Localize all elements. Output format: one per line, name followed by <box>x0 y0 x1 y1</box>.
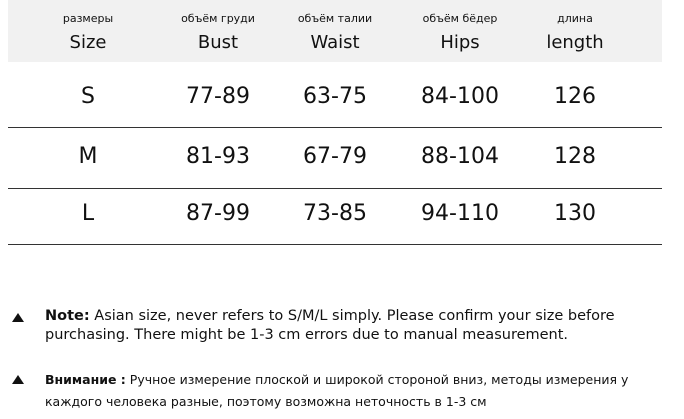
header-en: Hips <box>440 32 480 53</box>
row-divider <box>8 127 662 128</box>
table-cell: M <box>78 144 98 169</box>
warning-triangle <box>12 375 24 384</box>
note-en: Note: Asian size, never refers to S/M/L … <box>45 307 680 345</box>
table-cell: S <box>81 84 95 109</box>
table-cell: 87-99 <box>186 201 250 226</box>
table-cell: 126 <box>554 84 596 109</box>
header-band <box>8 0 662 62</box>
header-en: length <box>546 32 604 53</box>
table-cell: 94-110 <box>421 201 499 226</box>
table-cell: 84-100 <box>421 84 499 109</box>
row-divider <box>8 188 662 189</box>
header-ru: объём талии <box>297 12 373 25</box>
table-cell: 63-75 <box>303 84 367 109</box>
note-label: Note: <box>45 308 90 324</box>
table-cell: 67-79 <box>303 144 367 169</box>
table-cell: 88-104 <box>421 144 499 169</box>
header-ru: длина <box>557 12 593 25</box>
note-ru: Внимание : Ручное измерение плоской и ши… <box>45 369 675 413</box>
table-cell: 128 <box>554 144 596 169</box>
header-en: Size <box>69 32 107 53</box>
table-cell: 73-85 <box>303 201 367 226</box>
row-divider <box>8 244 662 245</box>
table-cell: L <box>81 201 95 226</box>
header-en: Waist <box>310 32 360 53</box>
table-cell: 77-89 <box>186 84 250 109</box>
header-ru: размеры <box>62 12 114 25</box>
header-ru: объём бёдер <box>422 12 498 25</box>
note-label: Внимание : <box>45 372 126 387</box>
header-ru: объём груди <box>181 12 255 25</box>
table-cell: 81-93 <box>186 144 250 169</box>
header-en: Bust <box>197 32 239 53</box>
warning-triangle <box>12 313 24 322</box>
table-cell: 130 <box>554 201 596 226</box>
note-text: Ручное измерение плоской и широкой сторо… <box>45 372 629 409</box>
note-text: Asian size, never refers to S/M/L simply… <box>45 308 615 343</box>
